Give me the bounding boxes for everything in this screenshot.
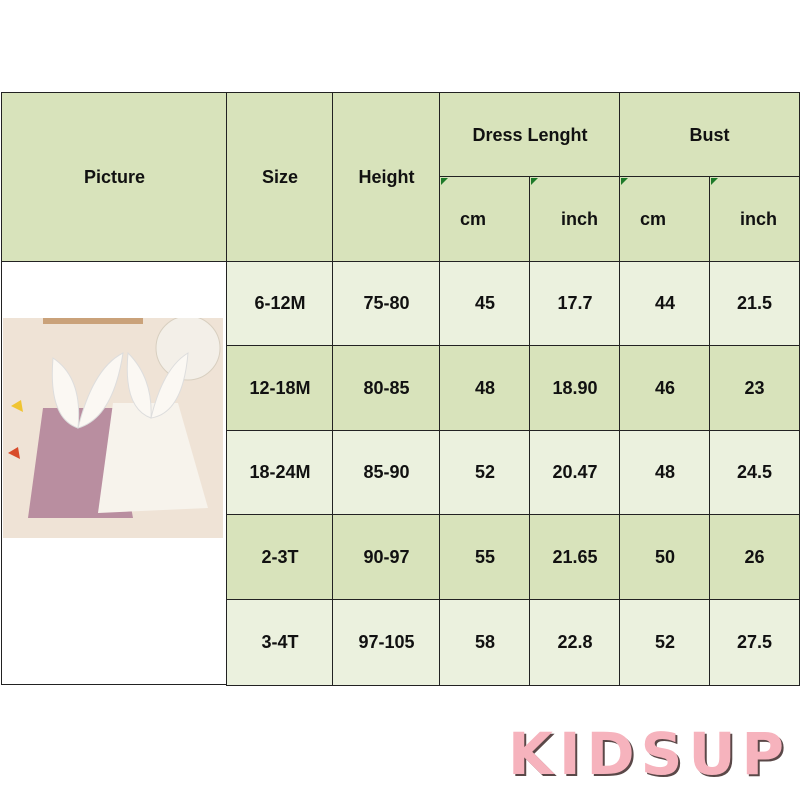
cell-dl-cm: 52 bbox=[439, 430, 531, 515]
cell-dl-cm: 45 bbox=[439, 261, 531, 346]
cell-dl-inch: 18.90 bbox=[529, 345, 621, 431]
cell-size: 12-18M bbox=[226, 345, 334, 431]
cell-bust-cm: 48 bbox=[619, 430, 711, 515]
cell-bust-inch: 23 bbox=[709, 345, 800, 431]
cell-height: 85-90 bbox=[332, 430, 441, 515]
cell-bust-cm: 44 bbox=[619, 261, 711, 346]
cell-dl-inch: 21.65 bbox=[529, 514, 621, 600]
corner-marker bbox=[711, 178, 718, 185]
header-bust-inch: inch bbox=[709, 176, 800, 263]
cell-bust-inch: 26 bbox=[709, 514, 800, 600]
header-picture: Picture bbox=[1, 92, 228, 263]
header-dl-cm: cm bbox=[439, 176, 531, 263]
cell-dl-cm: 48 bbox=[439, 345, 531, 431]
cell-size: 3-4T bbox=[226, 599, 334, 686]
cell-dl-cm: 55 bbox=[439, 514, 531, 600]
cell-size: 6-12M bbox=[226, 261, 334, 346]
cell-height: 75-80 bbox=[332, 261, 441, 346]
header-bust: Bust bbox=[619, 92, 800, 178]
header-size: Size bbox=[226, 92, 334, 263]
cell-dl-inch: 17.7 bbox=[529, 261, 621, 346]
cell-dl-inch: 22.8 bbox=[529, 599, 621, 686]
cell-height: 97-105 bbox=[332, 599, 441, 686]
cell-dl-inch: 20.47 bbox=[529, 430, 621, 515]
cell-bust-cm: 46 bbox=[619, 345, 711, 431]
corner-marker bbox=[441, 178, 448, 185]
header-bust-cm: cm bbox=[619, 176, 711, 263]
cell-size: 2-3T bbox=[226, 514, 334, 600]
cell-dl-cm: 58 bbox=[439, 599, 531, 686]
cell-bust-cm: 50 bbox=[619, 514, 711, 600]
cell-size: 18-24M bbox=[226, 430, 334, 515]
corner-marker bbox=[621, 178, 628, 185]
cell-bust-inch: 24.5 bbox=[709, 430, 800, 515]
product-photo bbox=[3, 318, 223, 538]
cell-height: 80-85 bbox=[332, 345, 441, 431]
corner-marker bbox=[531, 178, 538, 185]
cell-bust-inch: 27.5 bbox=[709, 599, 800, 686]
header-height: Height bbox=[332, 92, 441, 263]
cell-height: 90-97 bbox=[332, 514, 441, 600]
cell-bust-cm: 52 bbox=[619, 599, 711, 686]
header-dress-length: Dress Lenght bbox=[439, 92, 621, 178]
kidsup-logo: KIDSUP bbox=[508, 720, 791, 788]
header-dl-inch: inch bbox=[529, 176, 621, 263]
cell-bust-inch: 21.5 bbox=[709, 261, 800, 346]
